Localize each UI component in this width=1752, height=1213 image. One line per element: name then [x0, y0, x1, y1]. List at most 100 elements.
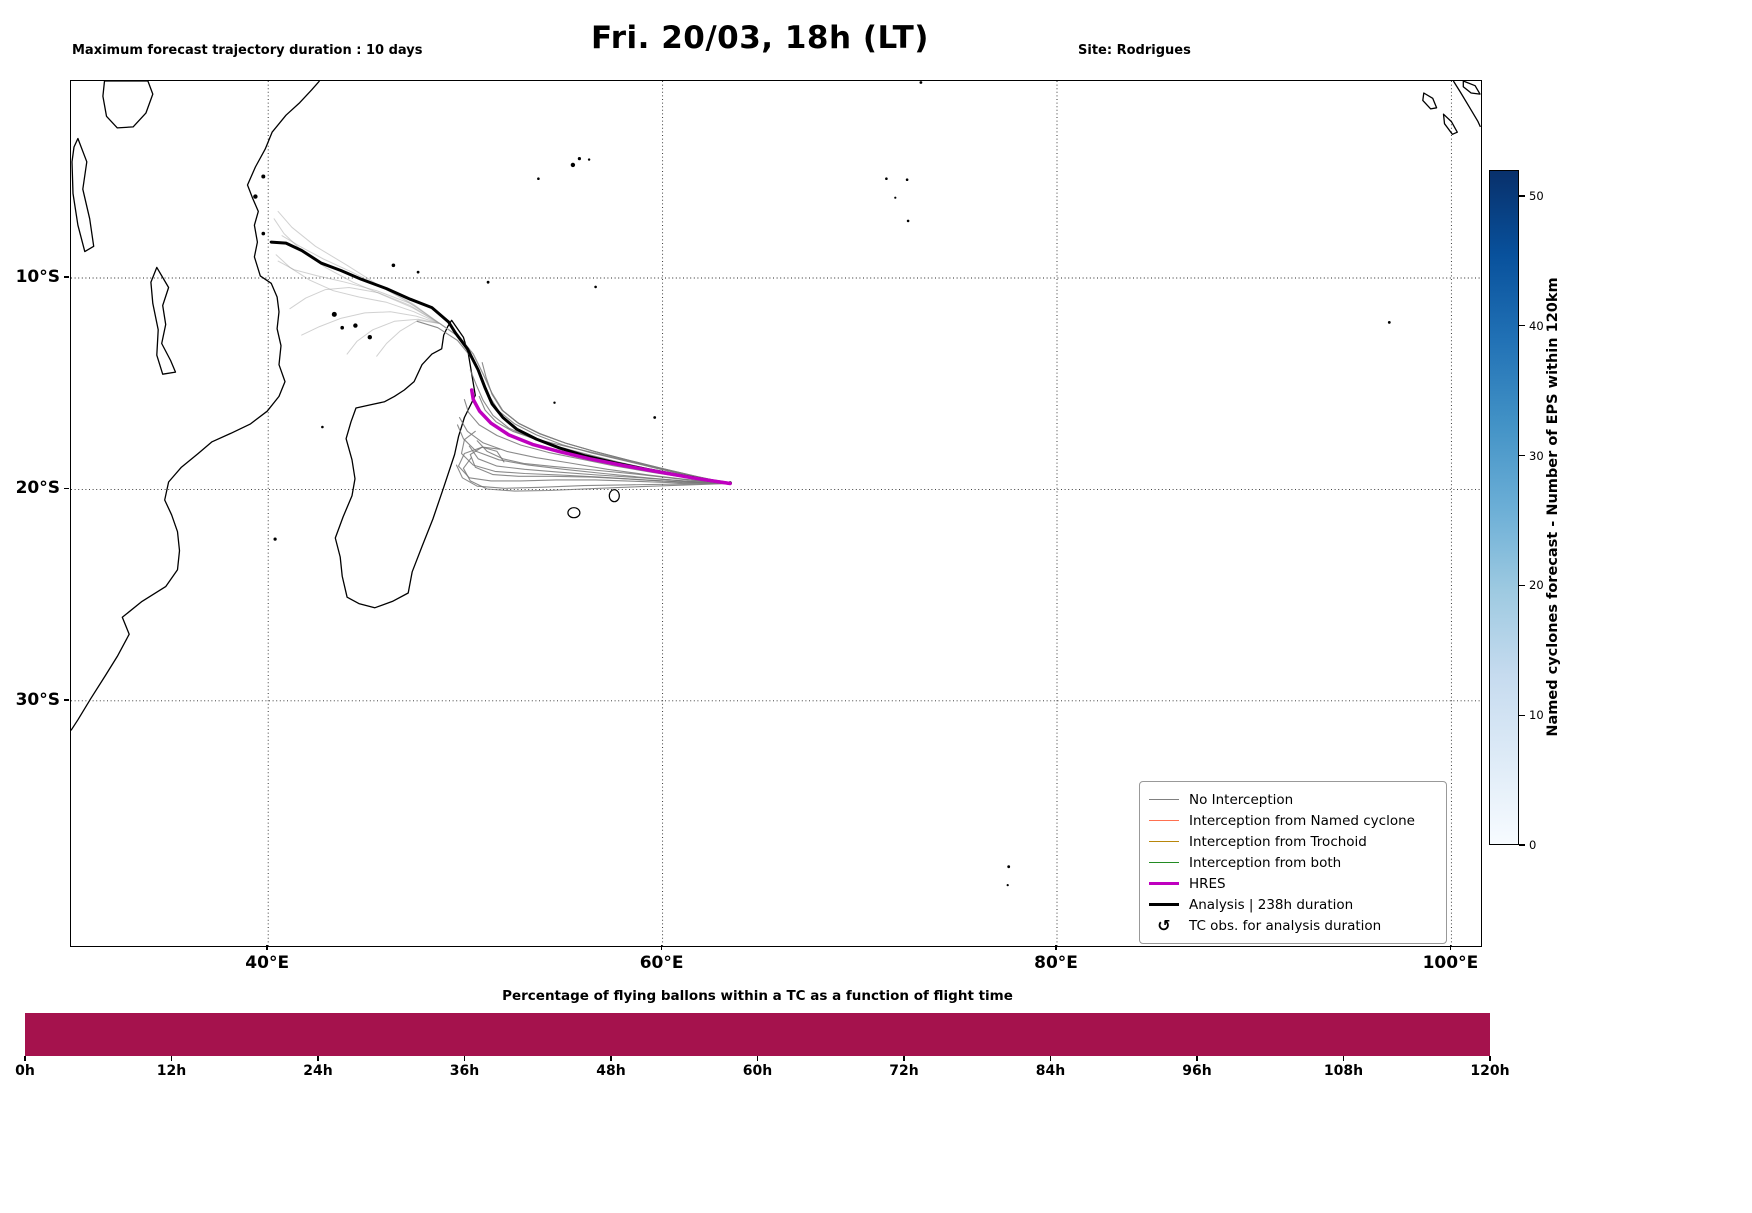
small-island	[353, 323, 358, 328]
small-island	[587, 158, 591, 161]
legend-item: HRES	[1148, 873, 1438, 894]
legend-label: No Interception	[1189, 791, 1294, 808]
colorbar-tick-label: 50	[1529, 188, 1544, 203]
flight-time-tick-label: 84h	[1035, 1063, 1066, 1079]
pagai-islands-outline	[1442, 113, 1458, 135]
small-island	[391, 263, 396, 268]
small-island	[919, 81, 923, 84]
eps-ensemble-trajectory	[478, 395, 731, 485]
colorbar-tick-mark	[1519, 584, 1525, 586]
small-island	[486, 280, 490, 284]
flight-time-tick-mark	[1342, 1056, 1345, 1061]
small-island	[367, 335, 372, 340]
legend-label: Interception from Trochoid	[1189, 833, 1367, 850]
lake-victoria-outline	[102, 81, 154, 129]
y-tick-label: 10°S	[15, 267, 60, 287]
legend-sample	[1148, 841, 1180, 842]
small-island	[653, 416, 657, 419]
trajectory-map: No Interception Interception from Named c…	[70, 80, 1482, 947]
max-duration-line: Maximum forecast trajectory duration : 1…	[72, 43, 423, 58]
legend-item: No Interception	[1148, 789, 1438, 810]
eps-ensemble-trajectory	[462, 457, 731, 492]
flight-time-tick-label: 24h	[303, 1063, 333, 1079]
lake-malawi-outline	[150, 266, 177, 375]
legend-label: HRES	[1189, 875, 1226, 892]
colorbar-tick-mark	[1519, 454, 1525, 457]
flight-time-tick-label: 12h	[156, 1063, 187, 1079]
small-island	[1007, 865, 1011, 869]
colorbar-tick-label: 30	[1529, 448, 1544, 463]
small-island	[553, 401, 556, 404]
legend-sample	[1148, 799, 1180, 800]
colorbar-tick-mark	[1519, 844, 1525, 846]
colorbar-tick-mark	[1519, 325, 1525, 327]
flight-time-tick-label: 120h	[1470, 1063, 1510, 1079]
eps-ensemble-trajectory	[476, 440, 731, 485]
legend-line-sample-icon	[1149, 820, 1179, 821]
small-island	[273, 537, 277, 541]
flight-time-tick-label: 72h	[889, 1063, 919, 1079]
siberut-island-outline	[1422, 92, 1438, 110]
flight-time-tick-label: 48h	[596, 1063, 626, 1079]
legend-line-sample-icon	[1149, 882, 1179, 885]
legend-item: Interception from Trochoid	[1148, 831, 1438, 852]
tc-obs-icon: ↺	[1157, 916, 1171, 935]
flight-time-tick-label: 0h	[15, 1063, 35, 1079]
flight-time-tick-label: 96h	[1182, 1063, 1212, 1079]
x-tick-mark	[266, 945, 268, 950]
y-tick-mark	[64, 699, 69, 701]
legend-sample	[1148, 903, 1180, 906]
eps-ensemble-trajectory	[469, 446, 731, 485]
colorbar-tick-label: 0	[1529, 838, 1537, 852]
eps-ensemble-faint-trajectory	[273, 218, 731, 484]
sumatra-corner-outline	[1462, 81, 1481, 95]
madagascar-outline	[334, 319, 476, 609]
eps-ensemble-trajectory	[469, 369, 731, 485]
small-island	[885, 177, 888, 180]
small-island	[906, 219, 910, 223]
small-island	[1387, 321, 1391, 324]
x-tick-mark	[660, 945, 663, 950]
small-island	[894, 196, 897, 199]
map-canvas	[71, 81, 1481, 946]
colorbar-tick-label: 20	[1529, 578, 1544, 593]
flight-time-tick-mark	[24, 1056, 26, 1061]
x-tick-mark	[1449, 945, 1452, 950]
small-island	[1006, 884, 1009, 887]
eps-ensemble-trajectory	[416, 320, 731, 485]
legend-item: Interception from both	[1148, 852, 1438, 873]
small-island	[331, 311, 337, 317]
map-legend: No Interception Interception from Named c…	[1139, 781, 1447, 944]
x-tick-label: 80°E	[1034, 953, 1078, 973]
legend-line-sample-icon	[1149, 862, 1179, 863]
mauritius-island	[608, 489, 620, 503]
y-tick-label: 20°S	[15, 478, 60, 499]
flight-time-tick-label: 36h	[449, 1063, 480, 1079]
africa-east-coast-coastline	[71, 81, 320, 731]
legend-line-sample-icon	[1149, 799, 1179, 800]
flight-time-tick-mark	[903, 1056, 905, 1061]
flight-time-tick-label: 60h	[742, 1063, 773, 1079]
tc-percentage-bar	[25, 1013, 1490, 1056]
site-line: Site: Rodrigues	[1078, 43, 1191, 58]
flight-time-tick-mark	[610, 1056, 612, 1061]
small-island	[261, 174, 266, 179]
colorbar-tick-label: 40	[1529, 318, 1544, 333]
small-island	[416, 270, 420, 274]
eps-ensemble-faint-trajectory	[275, 254, 731, 484]
y-tick-label: 30°S	[15, 689, 60, 710]
legend-line-sample-icon	[1149, 903, 1179, 906]
analysis-trajectory	[269, 240, 732, 485]
legend-label: TC obs. for analysis duration	[1189, 917, 1382, 934]
x-tick-label: 100°E	[1422, 953, 1479, 973]
colorbar-label: Named cyclones forecast - Number of EPS …	[1545, 277, 1561, 737]
legend-sample	[1148, 882, 1180, 885]
legend-item: ↺ TC obs. for analysis duration	[1148, 915, 1438, 936]
legend-label: Interception from Named cyclone	[1189, 812, 1415, 829]
small-island	[577, 157, 581, 161]
y-tick-mark	[64, 487, 69, 490]
legend-label: Interception from both	[1189, 854, 1342, 871]
eps-ensemble-trajectory	[455, 464, 731, 489]
legend-sample	[1148, 820, 1180, 821]
